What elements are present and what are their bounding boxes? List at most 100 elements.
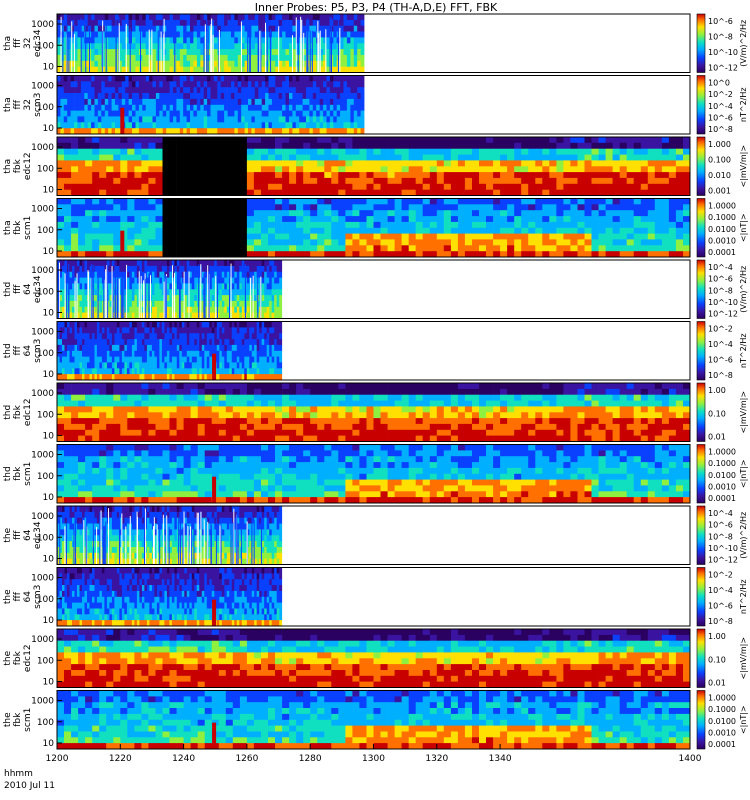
heatmap-cell: [251, 110, 256, 117]
heatmap-cell: [101, 356, 105, 363]
heatmap-cell: [79, 362, 83, 369]
heatmap-cell: [225, 172, 234, 179]
heatmap-cell: [64, 239, 72, 246]
heatmap-cell: [302, 87, 307, 94]
heatmap-cell: [211, 210, 220, 217]
heatmap-cell: [67, 339, 70, 346]
heatmap-cell: [57, 128, 61, 135]
heatmap-cell: [71, 251, 79, 258]
heatmap-cell: [436, 221, 445, 229]
heatmap-cell: [159, 312, 163, 319]
heatmap-cell: [346, 104, 351, 112]
heatmap-cell: [246, 260, 250, 267]
heatmap-cell: [92, 251, 100, 258]
heatmap-cell: [343, 122, 348, 129]
heatmap-cell: [146, 260, 150, 267]
heatmap-cell: [196, 31, 201, 38]
heatmap-cell: [132, 60, 136, 68]
heatmap-cell: [357, 93, 361, 100]
heatmap-cell: [261, 104, 266, 112]
heatmap-cell: [77, 289, 80, 296]
heatmap-cell: [183, 49, 187, 56]
heatmap-cell: [282, 128, 286, 135]
heatmap-cell: [584, 204, 592, 211]
heatmap-cell: [261, 245, 269, 252]
heatmap-cell: [149, 104, 153, 112]
heatmap-cell: [415, 245, 424, 252]
heatmap-cell: [183, 98, 187, 106]
heatmap-cell: [619, 198, 628, 205]
heatmap-cell: [111, 295, 115, 302]
heatmap-cell: [507, 245, 515, 252]
heatmap-cell: [159, 104, 164, 112]
heatmap-cell: [57, 239, 65, 246]
heatmap-cell: [111, 98, 116, 106]
heatmap-cell: [135, 25, 140, 32]
heatmap-cell: [183, 54, 187, 62]
heatmap-cell: [457, 221, 466, 229]
heatmap-cell: [282, 245, 290, 252]
heatmap-cell: [326, 122, 331, 129]
heatmap-cell: [115, 128, 119, 135]
heatmap-cell: [232, 204, 241, 211]
heatmap-cell: [196, 43, 201, 50]
heatmap-cell: [282, 239, 290, 246]
heatmap-cell: [87, 362, 90, 369]
heatmap-cell: [193, 104, 198, 112]
heatmap-cell: [80, 93, 85, 100]
heatmap-cell: [161, 289, 165, 296]
heatmap-cell: [331, 198, 339, 205]
heatmap-cell: [220, 49, 225, 56]
heatmap-cell: [261, 54, 266, 62]
heatmap-cell: [422, 227, 431, 235]
heatmap-cell: [91, 87, 95, 94]
heatmap-cell: [125, 93, 129, 100]
heatmap-cell: [415, 160, 424, 167]
heatmap-cell: [401, 233, 409, 240]
heatmap-cell: [155, 183, 163, 191]
heatmap-cell: [57, 245, 65, 252]
heatmap-cell: [359, 189, 367, 196]
heatmap-cell: [91, 104, 95, 112]
heatmap-cell: [261, 98, 266, 106]
heatmap-cell: [64, 154, 72, 161]
heatmap-cell: [261, 251, 269, 258]
heatmap-cell: [317, 160, 325, 167]
heatmap-cell: [239, 172, 248, 179]
heatmap-cell: [598, 204, 606, 211]
heatmap-cell: [62, 289, 65, 296]
heatmap-cell: [210, 128, 215, 135]
heatmap-cell: [92, 350, 95, 358]
heatmap-cell: [464, 177, 473, 185]
heatmap-cell: [324, 154, 332, 161]
heatmap-cell: [326, 14, 331, 21]
heatmap-cell: [275, 172, 283, 179]
heatmap-cell: [74, 289, 78, 296]
heatmap-cell: [89, 265, 93, 273]
heatmap-cell: [237, 110, 242, 117]
heatmap-cell: [156, 271, 160, 278]
heatmap-cell: [357, 60, 361, 68]
heatmap-cell: [254, 122, 259, 129]
heatmap-cell: [443, 183, 452, 191]
heatmap-cell: [310, 160, 318, 167]
heatmap-cell: [619, 221, 628, 229]
heatmap-cell: [282, 122, 286, 129]
heatmap-cell: [232, 239, 241, 246]
heatmap-cell: [152, 87, 157, 94]
heatmap-cell: [387, 189, 395, 196]
heatmap-cell: [343, 75, 348, 82]
heatmap-cell: [500, 137, 508, 144]
heatmap-cell: [211, 189, 220, 196]
heatmap-cell: [261, 110, 266, 117]
heatmap-cell: [213, 87, 218, 94]
heatmap-cell: [96, 339, 100, 346]
heatmap-cell: [493, 183, 501, 191]
heatmap-cell: [201, 277, 205, 284]
heatmap-cell: [84, 374, 88, 381]
heatmap-cell: [179, 49, 184, 56]
heatmap-cell: [570, 137, 578, 144]
heatmap-cell: [194, 312, 198, 319]
heatmap-cell: [69, 362, 73, 369]
heatmap-cell: [206, 300, 210, 308]
